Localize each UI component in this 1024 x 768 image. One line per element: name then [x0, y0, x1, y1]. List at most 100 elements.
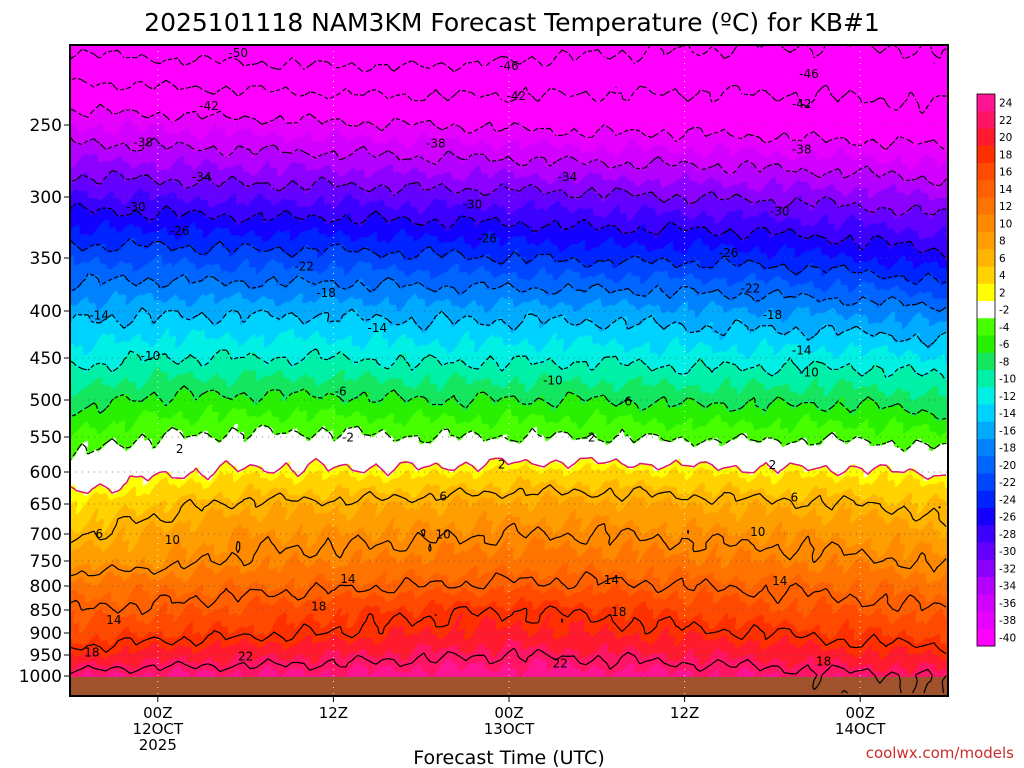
colorbar-swatch	[977, 559, 995, 578]
chart-title: 2025101118 NAM3KM Forecast Temperature (…	[144, 8, 880, 37]
contour-label: -10	[141, 349, 161, 363]
contour-line	[70, 103, 947, 152]
colorbar-label: 22	[999, 115, 1012, 127]
contour-label: 14	[340, 572, 355, 586]
y-tick-label: 800	[30, 577, 62, 597]
contour-line	[70, 522, 947, 577]
contour-label: -10	[543, 374, 563, 388]
contour-label: -34	[192, 170, 212, 184]
colorbar-label: 16	[999, 167, 1013, 179]
contour-label: 18	[611, 605, 626, 619]
colorbar-label: -18	[999, 443, 1016, 455]
contour-labels: -50 -46 -46 -42 -42 -42 -38 -38 -38 -34 -34 -30 -30 -…	[84, 46, 831, 670]
colorbar-label: -10	[999, 374, 1016, 386]
contour-label: -14	[367, 321, 387, 335]
colorbar-label: 12	[999, 201, 1012, 213]
contour-line	[70, 348, 947, 382]
x-tick-label: 00Z	[494, 704, 523, 722]
contour-line	[70, 202, 947, 260]
contour-line	[70, 571, 947, 616]
contour-label: -2	[583, 431, 595, 445]
contour-line	[70, 307, 947, 348]
contour-label: -14	[89, 309, 109, 323]
contour-label: -30	[770, 205, 790, 219]
y-tick-label: 450	[30, 349, 62, 369]
colorbar-swatch	[977, 421, 995, 440]
colorbar-swatch	[977, 508, 995, 526]
contour-label: -22	[741, 282, 761, 296]
contour-label: -6	[335, 385, 347, 399]
y-tick-label: 900	[30, 624, 62, 644]
x-tick-label: 12Z	[670, 704, 699, 722]
colorbar-swatch	[977, 370, 995, 388]
y-tick-label: 650	[30, 495, 62, 515]
colorbar-swatch	[977, 249, 995, 267]
y-tick-label: 700	[30, 525, 62, 545]
colorbar-swatch	[977, 490, 995, 509]
x-axis-label: Forecast Time (UTC)	[413, 747, 604, 768]
credit-text[interactable]: coolwx.com/models	[866, 744, 1014, 762]
contour-label: 2	[176, 442, 184, 456]
colorbar-swatch	[977, 197, 995, 216]
colorbar-label: -12	[999, 391, 1016, 403]
colorbar-label: -40	[999, 632, 1016, 644]
contour-label: -38	[133, 135, 153, 149]
colorbar-swatch	[977, 283, 995, 302]
contour-label: 18	[311, 600, 326, 614]
colorbar-swatch	[977, 180, 995, 198]
contour-label: 14	[106, 613, 121, 627]
colorbar-label: 10	[999, 218, 1012, 230]
zero-isotherm-line	[70, 457, 947, 494]
colorbar-swatch	[977, 301, 995, 319]
plot-area: -50 -46 -46 -42 -42 -42 -38 -38 -38 -34 -34 -30 -30 -…	[70, 45, 948, 696]
contour-label: 6	[791, 491, 799, 505]
contour-line	[70, 272, 947, 312]
colorbar-swatch	[977, 525, 995, 543]
contour-label: -6	[620, 394, 632, 408]
colorbar-swatch	[977, 232, 995, 250]
colorbar-label: 8	[999, 236, 1006, 248]
contour-line	[70, 77, 947, 114]
contour-label: -46	[499, 59, 519, 73]
contour-line	[70, 238, 947, 285]
contour-label: -42	[792, 97, 812, 111]
contour-label: 14	[604, 573, 619, 587]
contour-lines	[70, 45, 947, 694]
ground-surface	[70, 677, 948, 696]
contour-label: 6	[439, 489, 447, 503]
colorbar-swatch	[977, 473, 995, 492]
contour-label: -46	[799, 67, 819, 81]
y-tick-label: 300	[30, 188, 62, 208]
colorbar-frame	[976, 93, 996, 647]
colorbar-label: -16	[999, 425, 1016, 437]
contour-label: 2	[498, 457, 506, 471]
colorbar-label: 14	[999, 184, 1013, 196]
contour-label: -42	[507, 89, 527, 103]
colorbar-label: -22	[999, 477, 1016, 489]
colorbar-swatch	[977, 352, 995, 371]
colorbar-swatch	[977, 128, 995, 147]
contour-label: 6	[95, 527, 103, 541]
colorbar-label: 24	[999, 98, 1013, 110]
contour-label: -34	[558, 170, 578, 184]
y-axis: 250 300 350 400 450 500 550 600 650 700 750 800 850 9…	[19, 116, 70, 687]
colorbar-label: -2	[999, 305, 1009, 317]
colorbar-swatch	[977, 335, 995, 354]
colorbar-label: -4	[999, 322, 1010, 334]
contour-label: 10	[750, 525, 765, 539]
x-tick-label: 14OCT	[835, 720, 886, 738]
x-tick-label: 12Z	[319, 704, 348, 722]
colorbar-swatch	[977, 266, 995, 285]
colorbar-label: -24	[999, 494, 1016, 506]
contour-label: -10	[799, 365, 819, 379]
contour-line	[70, 135, 947, 187]
y-tick-label: 600	[30, 463, 62, 483]
contour-label: -22	[294, 259, 314, 273]
contour-label: 14	[772, 574, 787, 588]
contour-line	[70, 484, 947, 544]
colorbar-label: -34	[999, 581, 1016, 593]
contour-label: -30	[126, 200, 146, 214]
colorbar-label: 4	[999, 270, 1006, 282]
contour-line	[70, 169, 947, 218]
